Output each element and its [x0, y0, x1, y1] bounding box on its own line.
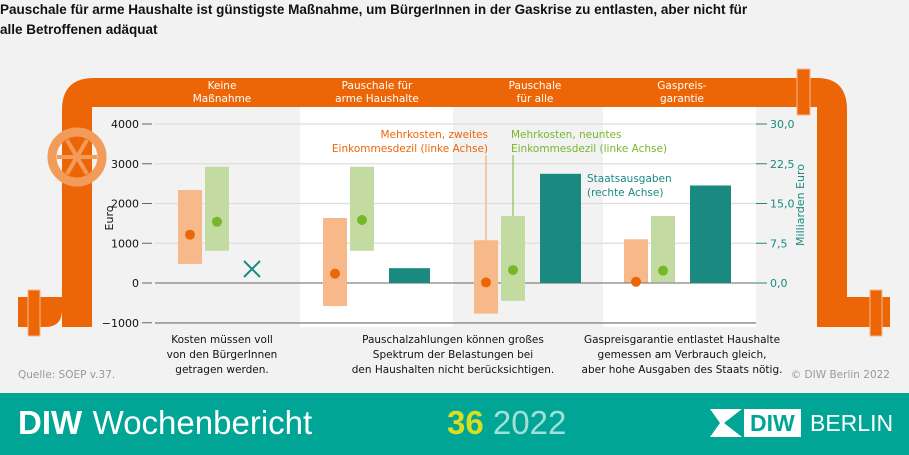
- right-tick-label: 7,5: [770, 237, 788, 250]
- chart-title: Pauschale für arme Haushalte ist günstig…: [0, 2, 748, 37]
- group-header-4: Gaspreis-garantie: [657, 80, 707, 105]
- pipe-right: [817, 78, 847, 327]
- bar-staatsausgaben: [540, 173, 581, 283]
- bar-staatsausgaben: [389, 268, 430, 283]
- left-tick-label: 1000: [111, 237, 139, 250]
- range-bar-green: [501, 216, 525, 301]
- bar-staatsausgaben: [690, 185, 731, 283]
- valve-spokes: [57, 138, 97, 176]
- right-axis-label: Milliarden Euro: [794, 164, 807, 246]
- left-tick-label: 4000: [111, 118, 139, 131]
- point-orange: [481, 277, 491, 288]
- right-tick-label: 15,0: [770, 198, 795, 211]
- right-tick-label: 0,0: [770, 277, 788, 290]
- pipe-decoration: [18, 68, 890, 337]
- flange-left: [27, 289, 41, 337]
- point-orange: [185, 229, 195, 240]
- range-bar-green: [205, 166, 229, 251]
- source-note: Quelle: SOEP v.37.: [18, 369, 116, 381]
- left-tick-label: 0: [132, 277, 139, 290]
- group-header-1: Keine Maßnahme: [192, 80, 252, 105]
- logo-mark-icon: [710, 409, 742, 437]
- left-tick-label: 3000: [111, 158, 139, 171]
- publication-name: DIW Wochenbericht: [18, 404, 313, 441]
- left-axis-label: Euro: [103, 205, 116, 230]
- left-tick-label: 2000: [111, 198, 139, 211]
- pipe-bottom-right: [847, 297, 890, 327]
- group-header-2: Pauschale für arme Haushalte: [335, 80, 419, 105]
- range-bar-green: [350, 166, 374, 251]
- caption-4: Gaspreisgarantie entlastet Haushalte geme…: [581, 334, 783, 376]
- group-header-3: Pauschale für alle: [508, 80, 562, 105]
- caption-2: Pauschalzahlungen können großes Spektrum …: [351, 334, 555, 376]
- point-green: [508, 265, 518, 276]
- right-tick-label: 30,0: [770, 118, 795, 131]
- range-bar-orange: [624, 239, 648, 283]
- diw-berlin-logo: DIW BERLIN: [710, 409, 893, 437]
- footer-bar: DIW Wochenbericht 36 2022 DIW BERLIN: [0, 393, 909, 455]
- valve-wheel-icon: [47, 127, 107, 187]
- point-green: [658, 265, 668, 276]
- right-tick-label: 22,5: [770, 158, 795, 171]
- range-bar-orange: [323, 218, 347, 307]
- point-orange: [631, 276, 641, 287]
- annotation-green: Mehrkosten, neuntes Einkommesdezil (linke…: [511, 129, 668, 155]
- copyright: © DIW Berlin 2022: [790, 369, 890, 381]
- left-tick-label: −1000: [102, 317, 139, 330]
- no-spending-x-icon: [243, 260, 261, 278]
- point-green: [212, 216, 222, 227]
- issue-number: 36 2022: [447, 404, 567, 441]
- range-bar-orange: [474, 240, 498, 314]
- chart-canvas: 4000 3000 2000 1000 0 −1000 30,0 22,5 15,0 7,5 0,0…: [18, 68, 890, 337]
- pipe-left-top: [62, 78, 810, 327]
- range-bar-orange: [178, 189, 202, 264]
- point-orange: [330, 268, 340, 279]
- flange-top: [796, 68, 811, 116]
- point-green: [357, 214, 367, 225]
- flange-right: [869, 289, 883, 337]
- caption-1: Kosten müssen voll von den BürgerInnen get…: [166, 334, 278, 376]
- annotation-teal: Staatsausgaben (rechte Achse): [587, 173, 672, 199]
- annotation-orange: Mehrkosten, zweites Einkommesdezil (linke…: [331, 129, 488, 155]
